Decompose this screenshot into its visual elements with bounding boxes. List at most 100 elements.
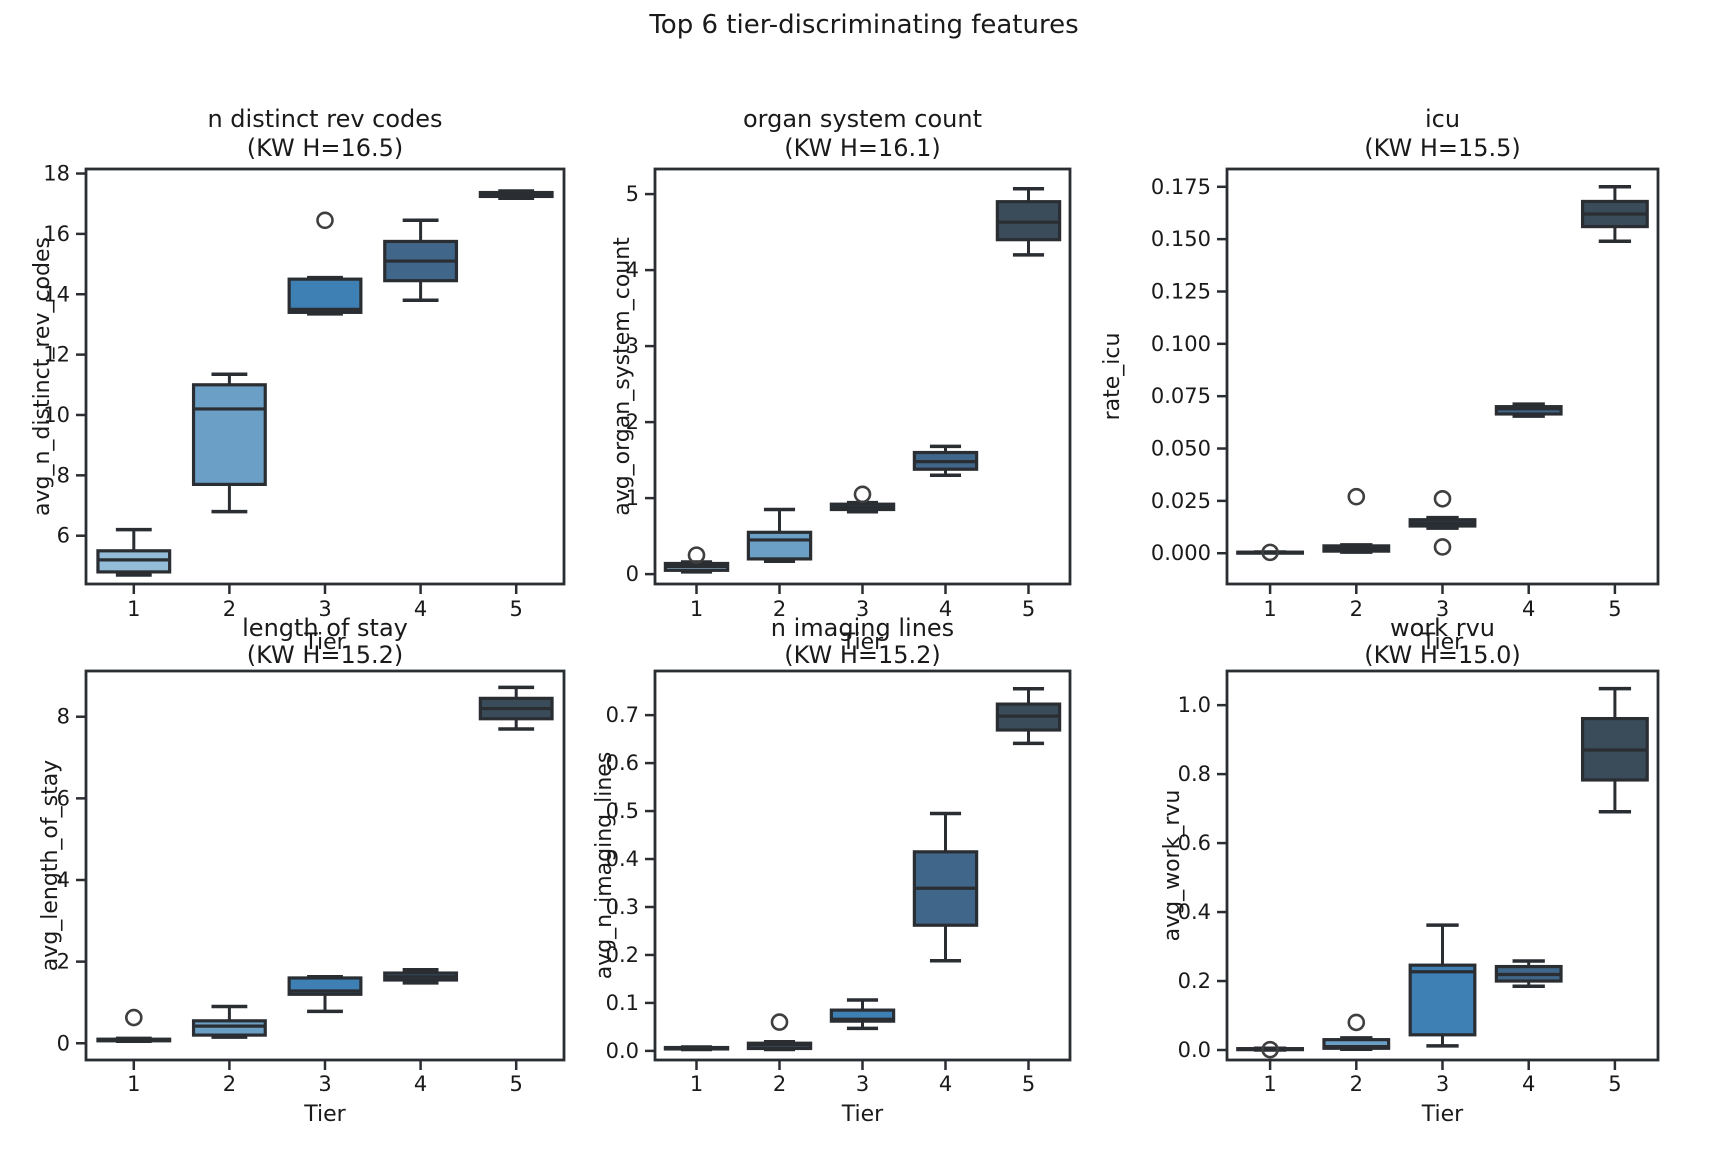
outlier-point (687, 546, 706, 564)
x-tick-label: 5 (1608, 1072, 1621, 1096)
x-tick-label: 2 (223, 1072, 236, 1096)
y-tick-label: 6 (57, 786, 70, 810)
y-axis-label: avg_n_distinct_rev_codes (30, 237, 55, 516)
box-tier-2 (191, 372, 267, 514)
iqr-box (287, 277, 363, 314)
subplot-subtitle: (KW H=15.2) (784, 641, 941, 669)
y-tick-label: 0.1 (606, 991, 639, 1015)
y-tick-label: 0.2 (606, 943, 639, 967)
y-tick-label: 5 (626, 182, 639, 206)
subplot-n-distinct-rev-codes: n distinct rev codes(KW H=16.5)681012141… (30, 105, 566, 655)
box-tier-5 (478, 189, 554, 201)
box-tier-4 (912, 444, 979, 478)
y-tick-label: 2 (626, 410, 639, 434)
y-tick-label: 0.6 (606, 751, 639, 775)
y-tick-label: 10 (43, 403, 70, 427)
subplot-work-rvu: work rvu(KW H=15.0) 0.0 0.2 0.4 0.6 0.8 1.0 1 2 3… (1160, 614, 1660, 1127)
iqr-box (1408, 963, 1477, 1037)
y-tick-label: 1.0 (1178, 693, 1211, 717)
outlier-point (1261, 1040, 1279, 1059)
y-tick-label: 18 (43, 162, 70, 186)
x-tick-label: 5 (510, 597, 523, 621)
x-tick-label: 5 (1608, 597, 1621, 621)
x-axis-label: Tier (1421, 1102, 1464, 1127)
x-axis-label: Tier (841, 1102, 884, 1127)
y-axis-label: avg_organ_system_count (610, 237, 635, 516)
subplot-title: length of stay (242, 614, 408, 642)
subplot-title: n distinct rev codes (207, 105, 442, 133)
x-tick-label: 1 (1263, 1072, 1276, 1096)
y-tick-label: 16 (43, 222, 70, 246)
y-tick-label: 0.4 (606, 847, 639, 871)
box-tier-4 (383, 218, 459, 303)
y-tick-label: 0 (57, 1031, 70, 1055)
box-tier-4 (1494, 402, 1563, 418)
x-tick-label: 4 (939, 597, 952, 621)
x-tick-label: 1 (1263, 597, 1276, 621)
x-tick-label: 3 (856, 597, 869, 621)
outlier-point (125, 1008, 143, 1027)
y-tick-label: 14 (43, 282, 70, 306)
x-tick-label: 2 (773, 597, 786, 621)
x-tick-label: 1 (127, 1072, 140, 1096)
x-tick-label: 5 (1022, 1072, 1035, 1096)
x-tick-label: 3 (318, 1072, 331, 1096)
subplot-length-of-stay: length of stay(KW H=15.2) 0 2 4 6 8 1 2 3 4 5 Tier a… (38, 614, 566, 1127)
subplot-title: n imaging lines (771, 614, 954, 642)
y-tick-label: 0.0 (606, 1039, 639, 1063)
y-axis-label: avg_length_of_stay (38, 760, 63, 971)
y-tick-label: 0.175 (1151, 175, 1211, 199)
iqr-box (746, 530, 813, 561)
box-tier-1 (96, 527, 172, 577)
iqr-box (829, 1008, 896, 1023)
y-tick-label: 8 (57, 705, 70, 729)
subplot-title: work rvu (1390, 614, 1495, 642)
subplot-subtitle: (KW H=16.1) (784, 134, 941, 162)
y-axis-label: rate_icu (1100, 333, 1125, 421)
box-tier-5 (995, 686, 1062, 746)
x-tick-label: 3 (856, 1072, 869, 1096)
box-tier-3 (829, 485, 896, 514)
y-tick-label: 1 (626, 486, 639, 510)
x-tick-label: 4 (414, 1072, 427, 1096)
x-tick-label: 5 (510, 1072, 523, 1096)
x-tick-label: 2 (773, 1072, 786, 1096)
x-axis-label: Tier (303, 630, 346, 655)
y-tick-label: 0.0 (1178, 1038, 1211, 1062)
subplot-subtitle: (KW H=15.0) (1364, 641, 1521, 669)
subplot-organ-system-count: organ system count(KW H=16.1) 0 1 2 3 4 5 1 2 3 4 5… (610, 105, 1072, 655)
box-tier-3 (829, 998, 896, 1031)
y-tick-label: 12 (43, 343, 70, 367)
box-tier-2 (191, 1004, 267, 1039)
x-tick-label: 2 (1350, 597, 1363, 621)
y-tick-label: 0.025 (1151, 489, 1211, 513)
subplot-title: organ system count (743, 105, 982, 133)
outlier-point (853, 485, 872, 504)
iqr-box (191, 383, 267, 486)
iqr-box (191, 1019, 267, 1037)
box-tier-1 (1236, 543, 1305, 562)
y-tick-label: 0.8 (1178, 762, 1211, 786)
x-axis-label: Tier (1421, 630, 1464, 655)
box-tier-1 (663, 1045, 730, 1052)
y-tick-label: 0.100 (1151, 332, 1211, 356)
subplot-title: icu (1425, 105, 1460, 133)
x-tick-label: 3 (1436, 597, 1449, 621)
outlier-point (1433, 489, 1452, 508)
x-tick-label: 4 (939, 1072, 952, 1096)
x-tick-label: 5 (1022, 597, 1035, 621)
box-tier-3 (1408, 489, 1477, 556)
y-tick-label: 4 (57, 868, 70, 892)
y-tick-label: 0.3 (606, 895, 639, 919)
outlier-point (770, 1013, 789, 1031)
outlier-point (1433, 538, 1452, 556)
y-tick-label: 6 (57, 524, 70, 548)
y-tick-label: 0.6 (1178, 831, 1211, 855)
x-tick-label: 4 (1522, 1072, 1535, 1096)
x-tick-label: 3 (318, 597, 331, 621)
x-tick-label: 4 (1522, 597, 1535, 621)
axes-frame (84, 167, 566, 586)
iqr-box (1322, 1038, 1391, 1050)
y-tick-label: 8 (57, 463, 70, 487)
y-tick-label: 0.150 (1151, 227, 1211, 251)
